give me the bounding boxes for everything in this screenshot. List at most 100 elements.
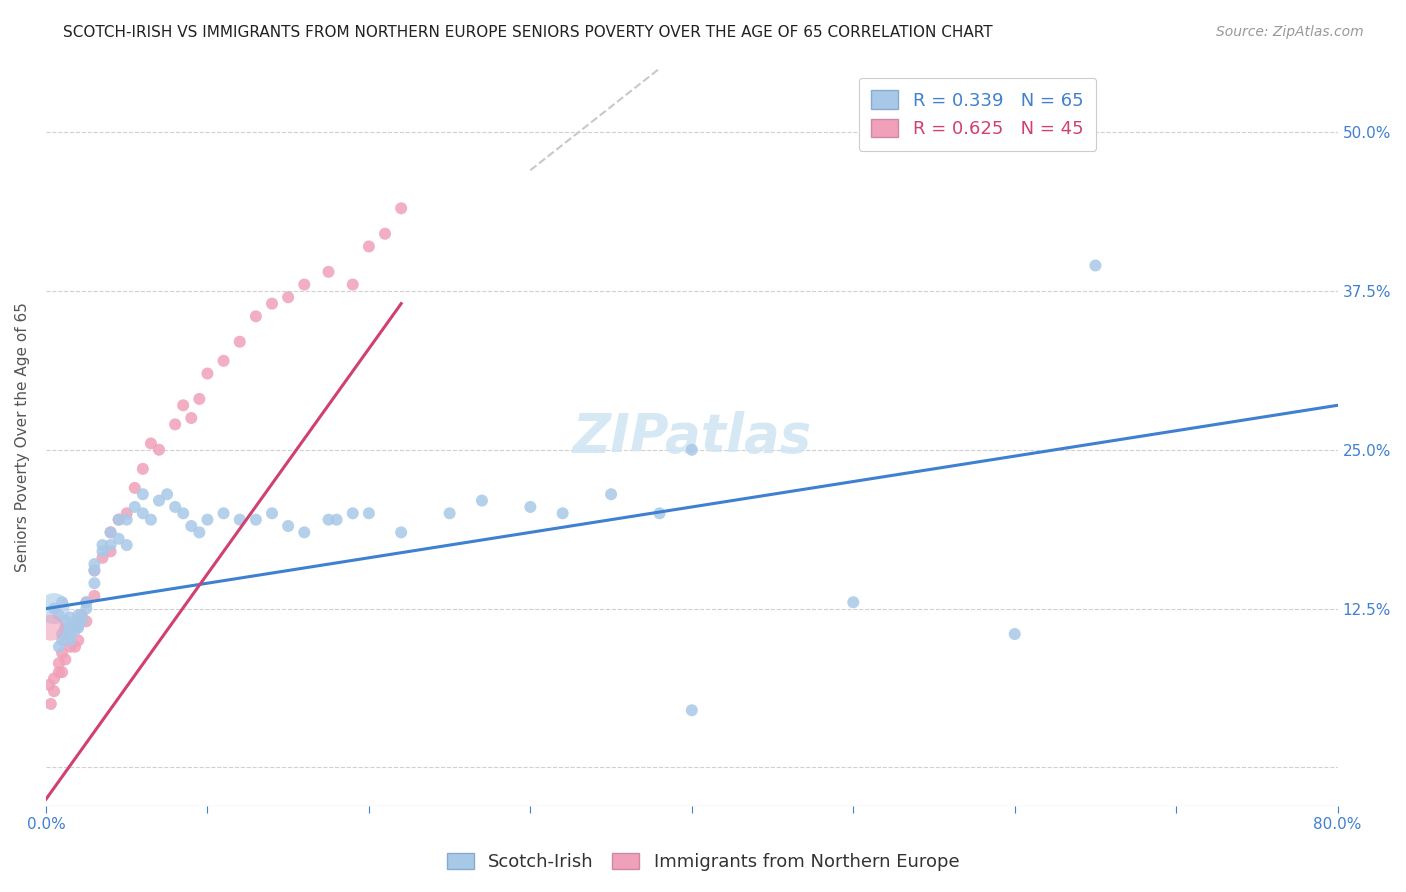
Point: [228, 513, 250, 527]
Point: [188, 392, 211, 406]
Point: [471, 493, 494, 508]
Point: [67, 621, 90, 635]
Point: [165, 500, 187, 514]
Point: [48, 640, 70, 654]
Point: [600, 487, 623, 501]
Point: [83, 564, 105, 578]
Point: [132, 462, 155, 476]
Point: [172, 398, 194, 412]
Point: [75, 595, 97, 609]
Point: [39, 621, 62, 635]
Point: [59, 627, 82, 641]
Point: [139, 436, 162, 450]
Point: [228, 334, 250, 349]
Point: [188, 525, 211, 540]
Point: [115, 538, 138, 552]
Point: [53, 624, 76, 638]
Point: [53, 615, 76, 629]
Point: [63, 615, 86, 629]
Point: [107, 532, 129, 546]
Point: [1084, 259, 1107, 273]
Point: [245, 513, 267, 527]
Point: [53, 621, 76, 635]
Point: [51, 665, 73, 680]
Point: [70, 607, 93, 622]
Point: [75, 595, 97, 609]
Point: [292, 277, 315, 292]
Point: [51, 633, 73, 648]
Point: [148, 442, 170, 457]
Text: SCOTCH-IRISH VS IMMIGRANTS FROM NORTHERN EUROPE SENIORS POVERTY OVER THE AGE OF : SCOTCH-IRISH VS IMMIGRANTS FROM NORTHERN…: [63, 25, 993, 40]
Point: [325, 513, 347, 527]
Point: [59, 633, 82, 648]
Point: [245, 310, 267, 324]
Point: [51, 646, 73, 660]
Point: [132, 487, 155, 501]
Point: [63, 624, 86, 638]
Point: [48, 657, 70, 671]
Point: [212, 353, 235, 368]
Y-axis label: Seniors Poverty Over the Age of 65: Seniors Poverty Over the Age of 65: [15, 302, 30, 572]
Point: [59, 610, 82, 624]
Point: [389, 525, 412, 540]
Point: [681, 442, 703, 457]
Point: [374, 227, 396, 241]
Point: [139, 513, 162, 527]
Text: Source: ZipAtlas.com: Source: ZipAtlas.com: [1216, 25, 1364, 39]
Point: [107, 513, 129, 527]
Point: [53, 633, 76, 648]
Point: [100, 525, 122, 540]
Point: [277, 290, 299, 304]
Point: [148, 493, 170, 508]
Point: [124, 500, 146, 514]
Point: [197, 367, 219, 381]
Point: [180, 519, 202, 533]
Point: [681, 703, 703, 717]
Point: [83, 557, 105, 571]
Legend: R = 0.339   N = 65, R = 0.625   N = 45: R = 0.339 N = 65, R = 0.625 N = 45: [859, 78, 1097, 151]
Point: [551, 506, 574, 520]
Point: [277, 519, 299, 533]
Point: [100, 525, 122, 540]
Point: [389, 202, 412, 216]
Point: [83, 589, 105, 603]
Point: [156, 487, 179, 501]
Point: [357, 506, 380, 520]
Point: [260, 506, 283, 520]
Point: [63, 640, 86, 654]
Text: ZIPatlas: ZIPatlas: [572, 411, 811, 463]
Point: [91, 544, 114, 558]
Point: [115, 506, 138, 520]
Point: [51, 595, 73, 609]
Point: [100, 538, 122, 552]
Point: [83, 576, 105, 591]
Point: [67, 618, 90, 632]
Point: [67, 607, 90, 622]
Point: [172, 506, 194, 520]
Point: [83, 564, 105, 578]
Point: [342, 506, 364, 520]
Point: [357, 239, 380, 253]
Point: [165, 417, 187, 432]
Point: [124, 481, 146, 495]
Point: [67, 618, 90, 632]
Point: [519, 500, 541, 514]
Point: [42, 684, 65, 698]
Point: [292, 525, 315, 540]
Point: [197, 513, 219, 527]
Point: [70, 610, 93, 624]
Point: [38, 678, 60, 692]
Point: [42, 601, 65, 615]
Point: [42, 601, 65, 615]
Point: [51, 627, 73, 641]
Point: [48, 607, 70, 622]
Point: [59, 640, 82, 654]
Point: [107, 513, 129, 527]
Point: [75, 615, 97, 629]
Point: [67, 633, 90, 648]
Point: [48, 665, 70, 680]
Point: [39, 697, 62, 711]
Point: [132, 506, 155, 520]
Point: [212, 506, 235, 520]
Point: [648, 506, 671, 520]
